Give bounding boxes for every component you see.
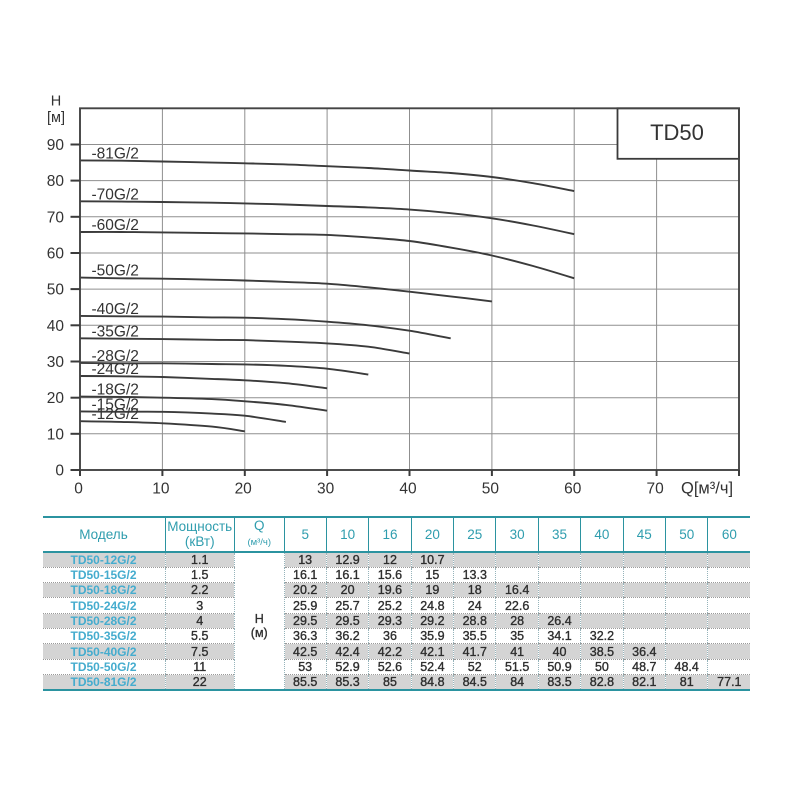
svg-text:40: 40 <box>399 481 417 498</box>
svg-text:70: 70 <box>646 481 664 498</box>
svg-text:[м]: [м] <box>47 110 65 126</box>
svg-text:H: H <box>51 94 61 110</box>
svg-text:60: 60 <box>564 481 582 498</box>
svg-text:90: 90 <box>47 137 65 154</box>
svg-text:20: 20 <box>47 390 65 407</box>
svg-text:-70G/2: -70G/2 <box>92 186 139 203</box>
svg-text:10: 10 <box>152 481 170 498</box>
svg-text:30: 30 <box>317 481 335 498</box>
svg-text:50: 50 <box>482 481 500 498</box>
svg-text:-81G/2: -81G/2 <box>92 145 139 162</box>
svg-text:80: 80 <box>47 173 65 190</box>
svg-text:-50G/2: -50G/2 <box>92 263 139 280</box>
svg-text:0: 0 <box>55 463 64 480</box>
svg-text:10: 10 <box>47 426 65 443</box>
svg-text:20: 20 <box>235 481 253 498</box>
svg-text:0: 0 <box>74 481 83 498</box>
svg-text:60: 60 <box>47 246 65 263</box>
svg-text:-15G/2: -15G/2 <box>92 396 139 413</box>
svg-text:-12G/2: -12G/2 <box>92 406 139 423</box>
svg-text:TD50: TD50 <box>650 120 704 145</box>
svg-text:50: 50 <box>47 282 65 299</box>
svg-text:-18G/2: -18G/2 <box>92 382 139 399</box>
svg-text:70: 70 <box>47 209 65 226</box>
svg-text:-35G/2: -35G/2 <box>92 323 139 340</box>
svg-text:-28G/2: -28G/2 <box>92 348 139 365</box>
svg-text:40: 40 <box>47 318 65 335</box>
svg-text:-24G/2: -24G/2 <box>92 361 139 378</box>
svg-text:-60G/2: -60G/2 <box>92 217 139 234</box>
svg-text:-40G/2: -40G/2 <box>92 301 139 318</box>
svg-text:30: 30 <box>47 354 65 371</box>
svg-text:Q[м³/ч]: Q[м³/ч] <box>681 480 733 498</box>
